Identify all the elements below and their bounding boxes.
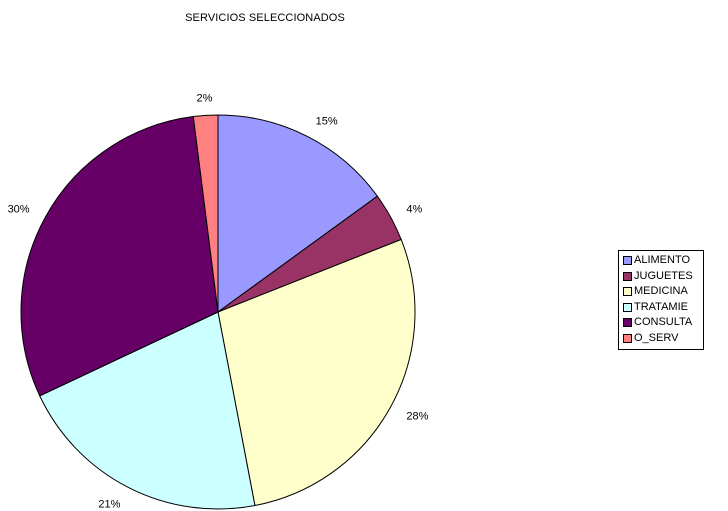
pie-slice-alimento xyxy=(217,114,379,313)
legend-label: ALIMENTO xyxy=(634,254,691,267)
legend-item-juguetes: JUGUETES xyxy=(619,269,703,285)
legend-item-tratamie: TRATAMIE xyxy=(619,300,703,316)
legend-swatch xyxy=(623,318,632,328)
legend-swatch xyxy=(623,256,632,266)
legend-item-consulta: CONSULTA xyxy=(619,315,703,331)
pie-slice-o_serv xyxy=(192,114,219,313)
data-label-alimento: 15% xyxy=(316,115,338,127)
pie-slice-tratamie xyxy=(39,311,256,510)
legend-swatch xyxy=(623,302,632,312)
chart-title: SERVICIOS SELECCIONADOS xyxy=(185,12,345,24)
legend-item-medicina: MEDICINA xyxy=(619,284,703,300)
legend-label: O_SERV xyxy=(634,331,679,344)
data-label-consulta: 30% xyxy=(8,203,30,215)
legend-label: CONSULTA xyxy=(634,316,693,329)
legend-swatch xyxy=(623,333,632,343)
legend-label: MEDICINA xyxy=(634,285,688,298)
legend-swatch xyxy=(623,271,632,281)
legend-item-o_serv: O_SERV xyxy=(619,331,703,347)
legend-swatch xyxy=(623,287,632,297)
data-label-o_serv: 2% xyxy=(197,92,213,104)
pie-data-labels: 15% 4% 28% 21% 30% 2% xyxy=(8,92,429,510)
data-label-tratamie: 21% xyxy=(98,499,120,511)
legend-item-alimento: ALIMENTO xyxy=(619,253,703,269)
legend-label: TRATAMIE xyxy=(634,300,688,313)
pie-slices xyxy=(20,114,416,510)
legend: ALIMENTO JUGUETES MEDICINA TRATAMIE CONSULTA… xyxy=(618,250,704,350)
data-label-medicina: 28% xyxy=(406,411,428,423)
legend-label: JUGUETES xyxy=(634,269,693,282)
data-label-juguetes: 4% xyxy=(406,203,422,215)
pie-slice-medicina xyxy=(217,238,416,507)
pie-slice-consulta xyxy=(20,115,219,397)
